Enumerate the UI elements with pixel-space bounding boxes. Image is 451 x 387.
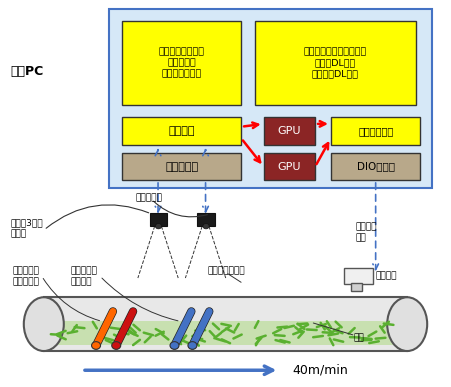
Bar (263, 153, 315, 180)
Bar (109, 9, 432, 188)
Text: ベルトコンベア: ベルトコンベア (207, 266, 245, 275)
Ellipse shape (387, 297, 427, 351)
Circle shape (188, 342, 197, 349)
Text: 異物検出判定: 異物検出判定 (358, 126, 393, 136)
Text: ライン照明
（可視）: ライン照明 （可視） (71, 266, 98, 286)
Bar (255, 21, 416, 105)
Circle shape (112, 342, 121, 349)
Bar (331, 153, 420, 180)
Text: DIOボード: DIOボード (357, 162, 395, 171)
Text: 排出機構: 排出機構 (376, 272, 397, 281)
Bar (198, 214, 215, 226)
Circle shape (203, 223, 209, 229)
Text: 制御PC: 制御PC (10, 65, 44, 78)
Ellipse shape (24, 297, 64, 351)
Text: GPU: GPU (278, 126, 301, 136)
Text: 近赤外3波長
カメラ: 近赤外3波長 カメラ (10, 218, 43, 238)
Bar (122, 153, 241, 180)
Text: ルールベース検査
・色彩選別
・同色異物選別: ルールベース検査 ・色彩選別 ・同色異物選別 (159, 47, 205, 79)
Bar (263, 116, 315, 146)
Bar (122, 116, 241, 146)
Bar (44, 297, 407, 351)
Bar (122, 21, 241, 105)
Text: 可視カメラ: 可視カメラ (136, 193, 163, 202)
Text: ディープラーニング検査
・可視DL選別
・近赤外DL選別: ディープラーニング検査 ・可視DL選別 ・近赤外DL選別 (304, 47, 367, 79)
Text: 食品: 食品 (353, 333, 364, 342)
Text: GPU: GPU (278, 162, 301, 171)
Text: 40m/min: 40m/min (293, 364, 349, 377)
Bar (331, 116, 420, 146)
Text: 画像ボード: 画像ボード (165, 162, 198, 171)
Text: 画像処理: 画像処理 (169, 126, 195, 136)
Text: ライン照明
（近赤外）: ライン照明 （近赤外） (13, 266, 40, 286)
Circle shape (155, 223, 161, 229)
Bar (344, 269, 373, 284)
Bar (36, 322, 415, 344)
Text: 異物検出
信号: 異物検出 信号 (355, 222, 377, 242)
Bar (150, 214, 167, 226)
Circle shape (170, 342, 179, 349)
Circle shape (92, 342, 101, 349)
Bar (351, 283, 362, 291)
